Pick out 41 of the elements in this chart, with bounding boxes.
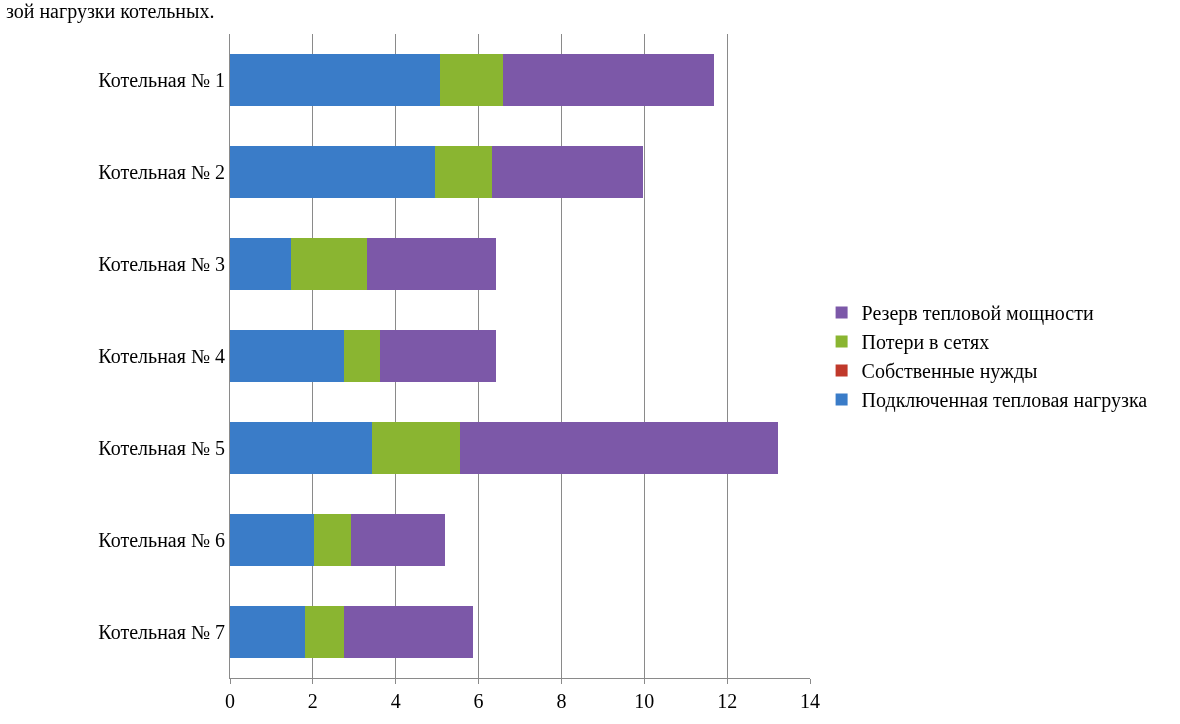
x-tick-label: 12 (717, 690, 738, 712)
bar (230, 145, 436, 199)
bar (502, 53, 715, 107)
bar (372, 421, 460, 475)
x-tick-label: 6 (473, 690, 484, 712)
y-tick-label: Котельная № 2 (98, 161, 225, 183)
x-tick-label: 14 (800, 690, 820, 712)
y-tick-label: Котельная № 4 (98, 345, 225, 367)
legend-label: Подключенная тепловая нагрузка (861, 389, 1148, 413)
bar (440, 53, 503, 107)
bar (343, 329, 381, 383)
bar (313, 513, 351, 567)
x-tick-label: 8 (556, 690, 567, 712)
bar (367, 237, 496, 291)
bar (230, 421, 373, 475)
bar (380, 329, 496, 383)
x-tick-label: 0 (225, 690, 235, 712)
bar (459, 421, 778, 475)
y-tick-label: Котельная № 6 (98, 529, 225, 551)
bar (290, 237, 368, 291)
x-tick-label: 10 (634, 690, 655, 712)
bar (435, 145, 493, 199)
bar (230, 237, 291, 291)
y-tick-label: Котельная № 1 (98, 69, 225, 91)
bar (492, 145, 643, 199)
bar (350, 513, 445, 567)
bar (230, 329, 344, 383)
legend-label: Потери в сетях (861, 331, 990, 355)
bar (230, 605, 305, 659)
bar (343, 605, 474, 659)
bar (230, 513, 314, 567)
legend-label: Собственные нужды (861, 360, 1038, 384)
y-tick-label: Котельная № 3 (98, 253, 225, 275)
x-tick-label: 2 (307, 690, 318, 712)
x-tick-label: 4 (390, 690, 401, 712)
bar (304, 605, 344, 659)
y-tick-label: Котельная № 5 (98, 437, 225, 459)
bar (230, 53, 441, 107)
chart-title: зой нагрузки котельных. (5, 0, 215, 23)
y-tick-label: Котельная № 7 (98, 621, 225, 643)
legend-label: Резерв тепловой мощности (861, 302, 1094, 326)
